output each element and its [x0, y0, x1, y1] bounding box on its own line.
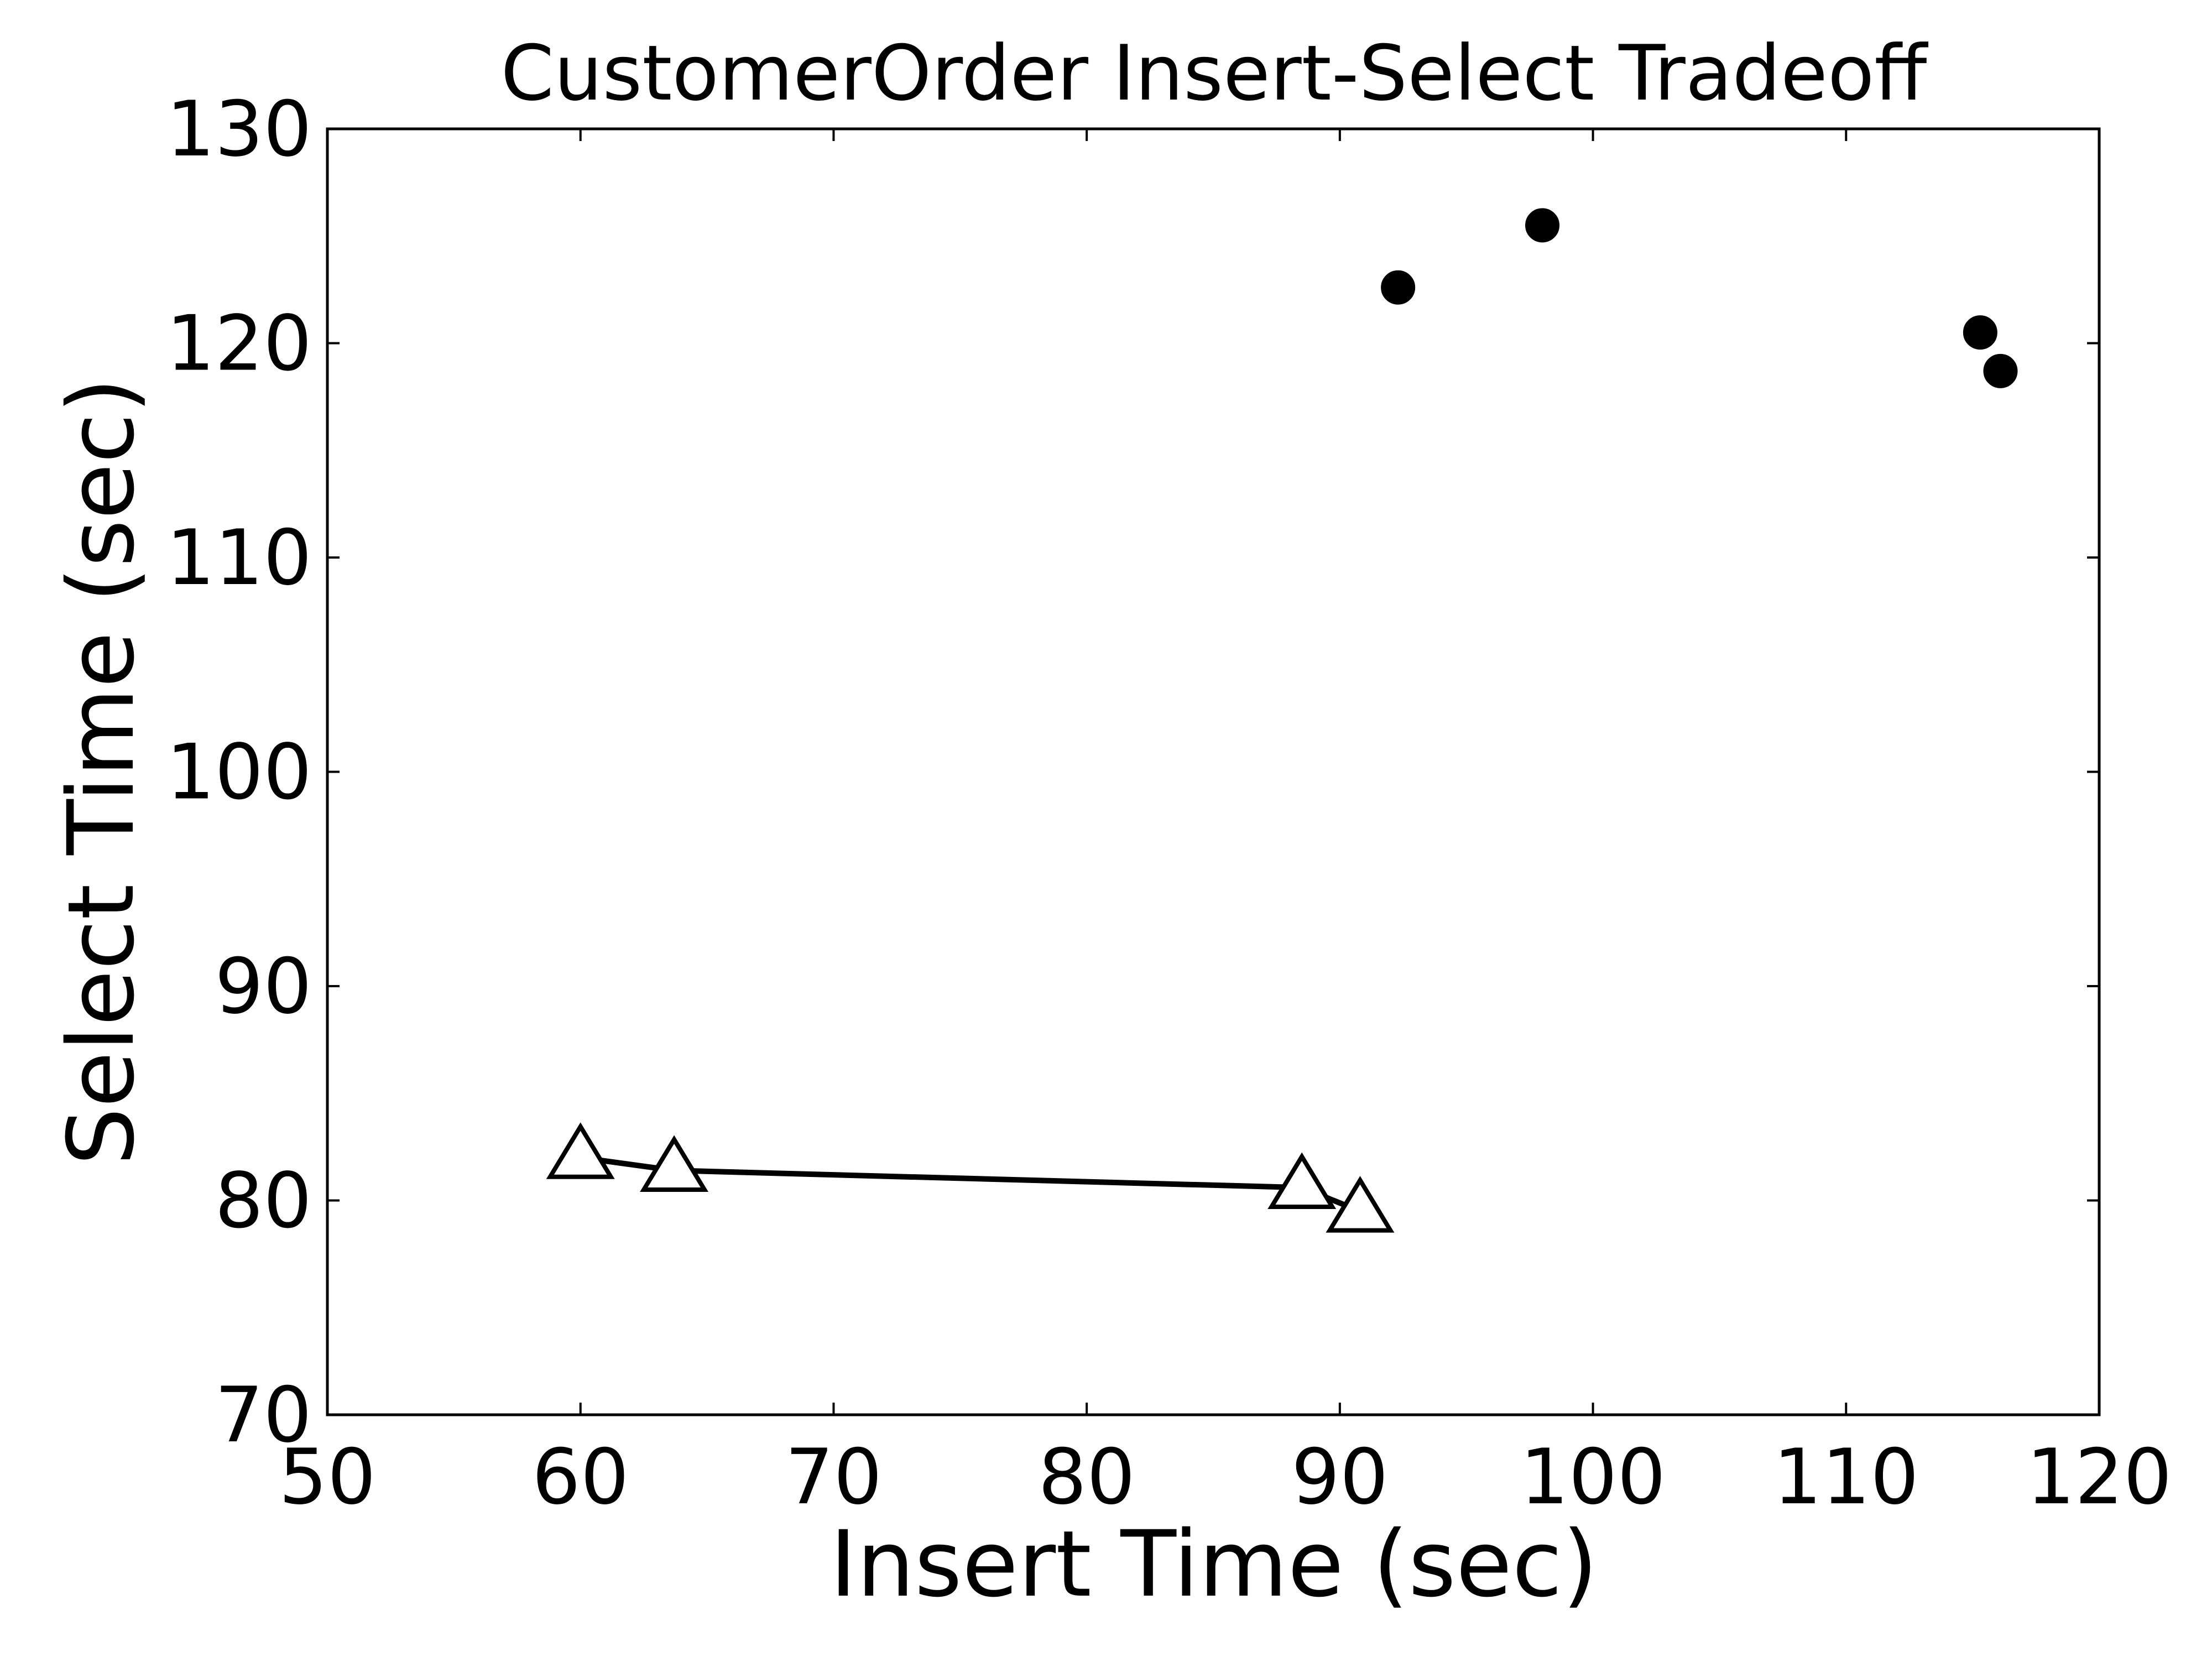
chart-title: CustomerOrder Insert-Select Tradeoff — [501, 29, 1929, 118]
x-tick-label: 110 — [1773, 1432, 1919, 1522]
circle-point — [1381, 270, 1416, 305]
circle-point — [1525, 208, 1560, 243]
series-0-line — [580, 1155, 1361, 1214]
triangle-point — [1267, 1152, 1337, 1209]
triangle-point — [546, 1122, 615, 1179]
y-tick-label: 90 — [215, 942, 312, 1031]
circle-point — [1983, 353, 2018, 388]
x-tick-label: 120 — [2026, 1432, 2172, 1522]
x-tick-label: 70 — [785, 1432, 883, 1522]
x-axis-label: Insert Time (sec) — [830, 1511, 1598, 1617]
y-tick-label: 100 — [166, 728, 312, 817]
plot-area-frame — [326, 127, 2101, 1416]
y-tick-label: 70 — [215, 1371, 312, 1460]
triangle-point — [1326, 1176, 1395, 1233]
y-axis-ticks: 70 80 90 100 110 120 130 — [166, 85, 2099, 1460]
x-tick-label: 100 — [1520, 1432, 1666, 1522]
y-tick-label: 130 — [166, 85, 312, 174]
x-axis-ticks: 50 60 70 80 90 100 110 120 — [279, 129, 2172, 1522]
x-tick-label: 60 — [532, 1432, 629, 1522]
circle-point — [1963, 315, 1997, 350]
y-tick-label: 80 — [215, 1156, 312, 1246]
y-axis-label: Select Time (sec) — [48, 378, 154, 1166]
y-tick-label: 120 — [166, 299, 312, 388]
triangle-point — [640, 1135, 709, 1192]
series-layer — [546, 208, 2018, 1233]
x-tick-label: 90 — [1291, 1432, 1389, 1522]
y-tick-label: 110 — [166, 513, 312, 602]
x-tick-label: 50 — [279, 1432, 376, 1522]
x-tick-label: 80 — [1038, 1432, 1135, 1522]
